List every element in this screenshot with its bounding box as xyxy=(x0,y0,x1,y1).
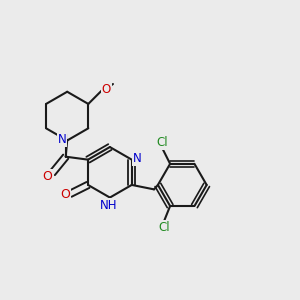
Text: Cl: Cl xyxy=(157,136,169,149)
Text: N: N xyxy=(58,133,66,146)
Text: O: O xyxy=(43,169,52,182)
Text: Cl: Cl xyxy=(158,221,170,234)
Text: NH: NH xyxy=(100,200,117,212)
Text: O: O xyxy=(60,188,70,201)
Text: O: O xyxy=(102,83,111,97)
Text: N: N xyxy=(133,152,142,165)
